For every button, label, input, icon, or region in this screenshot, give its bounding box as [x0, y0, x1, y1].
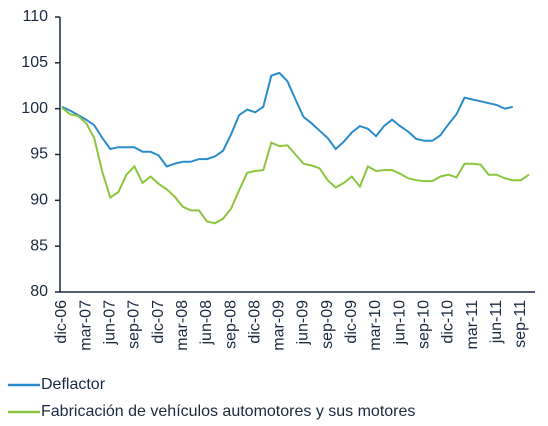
x-tick-label: mar-11: [464, 300, 481, 350]
series-line: [61, 107, 530, 225]
legend-label: Deflactor: [41, 376, 106, 393]
x-tick-label: dic-07: [150, 300, 167, 344]
series-line: [61, 71, 514, 168]
legend-label: Fabricación de vehículos automotores y s…: [41, 403, 415, 420]
x-tick-label: jun-10: [391, 300, 408, 346]
y-tick-label: 110: [22, 8, 48, 25]
x-tick-label: dic-09: [343, 300, 360, 344]
y-tick-label: 95: [30, 146, 48, 163]
x-tick-label: mar-10: [367, 300, 384, 351]
x-tick-label: jun-09: [295, 300, 312, 346]
x-tick-label: jun-08: [198, 300, 215, 346]
y-tick-label: 100: [21, 100, 48, 117]
x-tick-label: dic-08: [246, 300, 263, 344]
y-tick-label: 85: [30, 237, 48, 254]
y-tick-label: 80: [30, 283, 48, 300]
x-tick-label: jun-11: [488, 300, 505, 344]
x-tick-label: dic-06: [53, 300, 70, 344]
x-tick-label: mar-09: [271, 300, 288, 351]
x-tick-label: sep-10: [415, 300, 432, 349]
x-tick-label: jun-07: [102, 300, 119, 346]
x-tick-label: dic-10: [440, 300, 457, 344]
y-tick-label: 90: [30, 192, 48, 209]
x-tick-label: sep-09: [319, 300, 336, 349]
x-tick-label: mar-07: [77, 300, 94, 351]
x-tick-label: sep-07: [126, 300, 143, 349]
x-tick-label: sep-08: [222, 300, 239, 349]
x-tick-label: mar-08: [174, 300, 191, 351]
x-tick-label: sep-11: [512, 300, 529, 348]
y-tick-label: 105: [21, 54, 48, 71]
